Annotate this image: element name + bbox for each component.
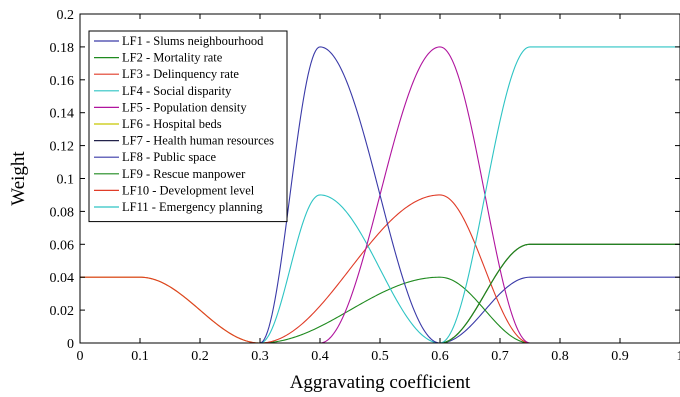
legend-box [88,30,288,223]
y-tick-label: 0.1 [57,173,75,188]
legend-entry: LF11 - Emergency planning [122,200,263,214]
legend-entry: LF10 - Development level [122,183,255,197]
legend-entry: LF8 - Public space [122,150,217,164]
legend-entry: LF2 - Mortality rate [122,51,223,65]
x-tick-label: 0.9 [611,349,629,364]
x-tick-label: 0.8 [551,349,569,364]
y-tick-label: 0.08 [50,205,75,220]
x-tick-label: 0.2 [191,349,209,364]
x-tick-label: 0.5 [371,349,389,364]
x-axis-label: Aggravating coefficient [290,372,471,393]
y-tick-label: 0.12 [50,140,75,155]
x-tick-label: 0 [77,349,84,364]
y-tick-label: 0.2 [57,8,75,23]
x-tick-label: 0.1 [131,349,149,364]
legend-entry: LF3 - Delinquency rate [122,67,239,81]
x-tick-label: 0.6 [431,349,449,364]
series-line-lf10 [80,276,680,344]
y-tick-label: 0.04 [50,271,75,286]
legend: LF1 - Slums neighbourhood LF2 - Mortality… [88,30,288,223]
x-tick-label: 0.4 [311,349,329,364]
y-tick-label: 0.18 [50,41,75,56]
legend-entry: LF1 - Slums neighbourhood [122,34,264,48]
legend-entry: LF7 - Health human resources [122,134,274,148]
x-tick-label: 0.7 [491,349,509,364]
x-tick-label: 1 [677,349,680,364]
y-tick-label: 0.02 [50,304,75,319]
y-axis-label: Weight [8,151,29,206]
legend-entry: LF5 - Population density [122,100,247,114]
y-tick-label: 0.06 [50,238,75,253]
legend-entry: LF6 - Hospital beds [122,117,222,131]
y-tick-label: 0.14 [50,107,75,122]
legend-entry: LF9 - Rescue manpower [122,167,246,181]
ticks-layer: 0 0.1 0.2 0.3 0.4 0.5 0.6 0.7 0.8 0.9 1 0 0.02 0.04 0.… [50,8,680,364]
x-tick-label: 0.3 [251,349,269,364]
legend-entry: LF4 - Social disparity [122,84,232,98]
y-tick-label: 0.16 [50,74,75,89]
y-tick-label: 0 [67,337,74,352]
